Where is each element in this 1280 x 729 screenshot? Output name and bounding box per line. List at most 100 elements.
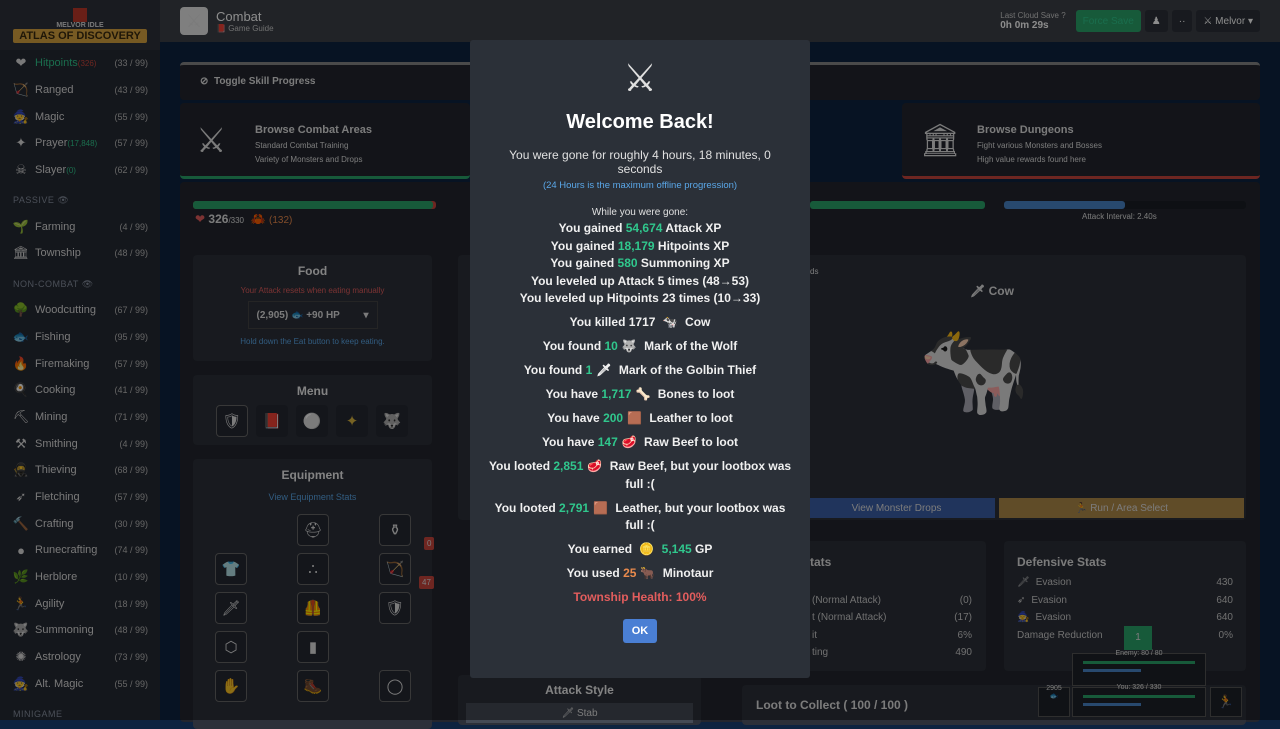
sidebar-item-magic[interactable]: 🧙 Magic (55 / 99) <box>0 103 160 130</box>
time-away: You were gone for roughly 4 hours, 18 mi… <box>509 148 771 176</box>
prayer-icon: 🦀 <box>250 212 266 226</box>
category-non-combat[interactable]: NON-COMBAT 👁 <box>0 267 160 297</box>
stat-label: t (Normal Attack) <box>812 612 887 624</box>
slayer-icon: ☠ <box>15 162 27 178</box>
quiver-slot[interactable]: 🏹 <box>379 553 411 585</box>
sidebar-item-smithing[interactable]: ⚒ Smithing (4 / 99) <box>0 430 160 457</box>
astrology-icon: ✺ <box>15 649 27 665</box>
platebody-slot[interactable]: 🦺 <box>297 592 329 624</box>
summary-text: 2,851 <box>553 459 584 473</box>
ring-slot[interactable]: ◯ <box>379 670 411 702</box>
stat-value: 0% <box>1218 629 1233 641</box>
notification-button[interactable]: ♟ <box>1144 10 1168 32</box>
sidebar-item-label: Magic <box>35 110 65 123</box>
cape-slot[interactable]: 👕 <box>215 553 247 585</box>
legs-slot[interactable]: ▮ <box>297 631 329 663</box>
summary-text: 5,145 <box>658 542 692 556</box>
summary-text: GP <box>691 542 713 556</box>
sidebar-item-township[interactable]: 🏛 Township (48 / 99) <box>0 240 160 267</box>
sidebar-item-runecrafting[interactable]: ● Runecrafting (74 / 99) <box>0 537 160 564</box>
skill-level: (73 / 99) <box>114 652 148 663</box>
loot-title: Loot to Collect ( 100 / 100 ) <box>756 698 909 712</box>
sidebar-item-prayer[interactable]: ✦ Prayer (17,848) (57 / 99) <box>0 130 160 157</box>
body-slot[interactable]: ∴ <box>297 553 329 585</box>
sidebar-item-ranged[interactable]: 🏹 Ranged (43 / 99) <box>0 77 160 104</box>
sidebar-item-hitpoints[interactable]: ❤ Hitpoints (326) (33 / 99) <box>0 50 160 77</box>
summary-line: You found 10 🐺 Mark of the Wolf <box>488 338 792 356</box>
stat-label: Evasion <box>1035 577 1072 589</box>
shield-slot[interactable]: 🛡 <box>379 592 411 624</box>
more-button[interactable]: ·· <box>1171 10 1193 32</box>
eat-button[interactable]: (2,905) 🐟 +90 HP ▾ <box>247 301 378 329</box>
summary-text: 2,791 <box>559 500 590 515</box>
summary-text: You earned <box>567 542 636 556</box>
gloves-slot[interactable]: ✋ <box>215 670 247 702</box>
browse-dungeons[interactable]: 🏛 Browse Dungeons Fight various Monsters… <box>902 103 1260 179</box>
summary-text: Raw Beef to loot <box>640 435 739 449</box>
prayer-icon: ✦ <box>15 135 27 151</box>
summary-line: You have 147 🥩 Raw Beef to loot <box>488 434 792 452</box>
sidebar-item-alt-magic[interactable]: 🧙 Alt. Magic (55 / 99) <box>0 670 160 697</box>
sidebar-item-cooking[interactable]: 🍳 Cooking (41 / 99) <box>0 377 160 404</box>
cooking-icon: 🍳 <box>12 382 30 398</box>
enemy-hp-bar <box>810 201 985 209</box>
game-logo[interactable]: MELVOR IDLE ATLAS OF DISCOVERY <box>0 0 160 50</box>
sidebar-item-firemaking[interactable]: 🔥 Firemaking (57 / 99) <box>0 350 160 377</box>
sidebar-item-thieving[interactable]: 🥷 Thieving (68 / 99) <box>0 457 160 484</box>
sidebar-item-astrology[interactable]: ✺ Astrology (73 / 99) <box>0 644 160 671</box>
amulet-slot[interactable]: ⚱ <box>379 514 411 546</box>
force-save-button[interactable]: Force Save <box>1075 10 1141 32</box>
quantity-badge: 47 <box>419 576 434 589</box>
ok-button[interactable]: OK <box>622 618 658 643</box>
category-passive[interactable]: PASSIVE 👁 <box>0 183 160 213</box>
sidebar-item-fletching[interactable]: ➶ Fletching (57 / 99) <box>0 484 160 511</box>
weapon-slot[interactable]: 🗡 <box>215 592 247 624</box>
farming-icon: 🌱 <box>12 218 30 234</box>
sword-icon: 🗡 <box>561 708 577 719</box>
stab-button[interactable]: 🗡 Stab <box>466 703 693 723</box>
sidebar-item-crafting[interactable]: 🔨 Crafting (30 / 99) <box>0 510 160 537</box>
sidebar-item-summoning[interactable]: 🐺 Summoning (48 / 99) <box>0 617 160 644</box>
enemy-panel-label: ds <box>810 267 819 276</box>
sidebar-item-woodcutting[interactable]: 🌳 Woodcutting (67 / 99) <box>0 297 160 324</box>
summoning-wolf-icon[interactable]: 🐺 <box>376 405 408 437</box>
helmet-slot[interactable]: ⛑ <box>297 514 329 546</box>
category-minigame[interactable]: MINIGAME <box>0 697 160 720</box>
eye-icon[interactable]: 👁 <box>81 278 94 289</box>
view-equipment-stats-link[interactable]: View Equipment Stats <box>268 492 357 502</box>
view-monster-drops-button[interactable]: View Monster Drops <box>798 498 995 518</box>
game-guide-link[interactable]: 📕 Game Guide <box>216 24 274 33</box>
mini-eat-button[interactable]: 2905 🐟 <box>1038 685 1070 717</box>
equipment-sets-icon[interactable]: 🛡 <box>216 405 248 437</box>
skill-level: (57 / 99) <box>114 358 148 369</box>
stat-value: 490 <box>955 647 972 659</box>
equipment-panel: Equipment View Equipment Stats ⛑ ⚱ 👕 ∴ 🏹… <box>193 459 435 729</box>
summary-text: 25 <box>623 566 637 580</box>
eye-icon[interactable]: 👁 <box>57 195 70 206</box>
mini-run-button[interactable]: 🏃 <box>1210 687 1242 717</box>
boots-slot[interactable]: 🥾 <box>297 670 329 702</box>
sidebar-item-slayer[interactable]: ☠ Slayer (0) (62 / 99) <box>0 157 160 184</box>
summary-text: You used <box>566 566 624 580</box>
sidebar-item-herblore[interactable]: 🌿 Herblore (10 / 99) <box>0 564 160 591</box>
prayer-orb-icon[interactable]: ⚪ <box>296 405 328 437</box>
chevron-down-icon[interactable]: ▾ <box>363 309 369 321</box>
spellbook-icon[interactable]: 📕 <box>256 405 288 437</box>
item-icon: 🪙 <box>639 542 655 556</box>
modal-title: Welcome Back! <box>566 111 714 133</box>
sidebar-item-agility[interactable]: 🏃 Agility (18 / 99) <box>0 590 160 617</box>
run-area-select-button[interactable]: 🏃 Run / Area Select <box>999 498 1244 518</box>
gem-slot[interactable]: ⬡ <box>215 631 247 663</box>
crossed-swords-icon: ⚔ <box>196 122 227 160</box>
summary-line: You have 1,717 🦴 Bones to loot <box>488 386 792 404</box>
sidebar-item-fishing[interactable]: 🐟 Fishing (95 / 99) <box>0 324 160 351</box>
help-icon[interactable]: ? <box>1061 11 1066 20</box>
browse-combat-areas[interactable]: ⚔ Browse Combat Areas Standard Combat Tr… <box>180 103 470 179</box>
sidebar-item-farming[interactable]: 🌱 Farming (4 / 99) <box>0 213 160 240</box>
sidebar-item-label: Smithing <box>35 437 78 450</box>
prayer-star-icon[interactable]: ✦ <box>336 405 368 437</box>
fish-icon: 🐟 <box>1049 693 1059 700</box>
profile-dropdown[interactable]: ⚔ Melvor ▾ <box>1196 10 1260 32</box>
sidebar-item-mining[interactable]: ⛏ Mining (71 / 99) <box>0 404 160 431</box>
skill-level: (62 / 99) <box>114 165 148 176</box>
